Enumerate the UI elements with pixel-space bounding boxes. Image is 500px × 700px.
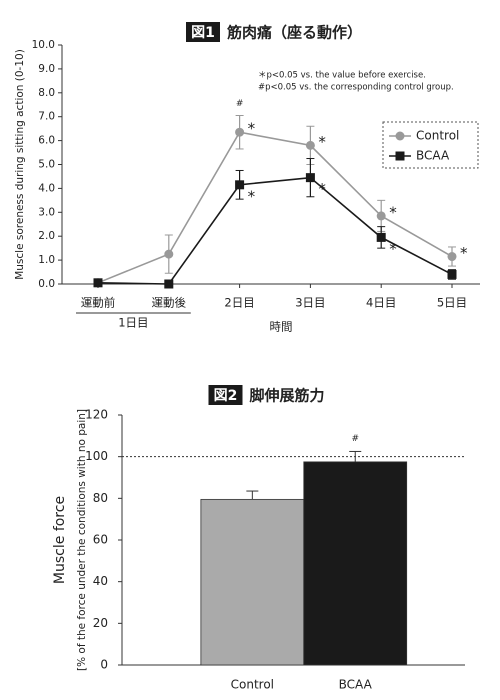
x-tick-label: 4日目 [366,296,396,310]
x-tick-label: 3日目 [295,296,325,310]
y-tick-label: 80 [93,491,108,505]
marker [447,269,457,279]
marker [447,252,457,262]
y-axis-label: Muscle force [52,496,68,584]
y-axis-sublabel: [% of the force under the conditions wit… [76,409,88,671]
x-tick-label: 運動前 [81,296,116,310]
marker [376,211,386,221]
group-mark: # [236,99,244,109]
chart-title: 筋肉痛（座る動作） [226,24,362,42]
figure-label: 図1 [191,25,215,41]
figure-label: 図2 [214,388,238,404]
group-mark: # [351,434,359,444]
y-tick-label: 10.0 [32,39,55,51]
y-tick-label: 1.0 [38,254,55,266]
marker [164,279,174,289]
marker [235,127,245,137]
y-tick-label: 0.0 [38,278,55,290]
y-tick-label: 4.0 [38,182,55,194]
significance-mark: * [248,120,256,138]
series-line [97,131,453,284]
legend-marker [395,151,405,161]
series-line [97,176,453,285]
legend-label: Control [416,129,459,143]
legend-marker [395,131,405,141]
bar [303,461,408,666]
y-tick-label: 60 [93,533,108,547]
y-tick-label: 3.0 [38,206,55,218]
x-tick-label: BCAA [339,678,373,692]
y-tick-label: 20 [93,616,108,630]
y-tick-label: 5.0 [38,159,55,171]
significance-mark: * [318,133,326,151]
chart-title: 脚伸展筋力 [250,387,325,405]
significance-mark: * [318,180,326,198]
marker [235,180,245,190]
y-tick-label: 8.0 [38,87,55,99]
significance-mark: * [248,187,256,205]
significance-mark: * [389,240,397,258]
y-tick-label: 100 [85,449,108,463]
marker [305,173,315,183]
marker [305,140,315,150]
y-axis-label: Muscle soreness during sitting action (0… [14,49,26,280]
x-axis-label: 時間 [270,320,293,334]
x-tick-label: Control [231,678,274,692]
legend-label: BCAA [416,149,450,163]
significance-mark: * [460,244,468,262]
x-group-label: 1日目 [118,316,148,330]
y-tick-label: 9.0 [38,63,55,75]
x-tick-label: 2日目 [224,296,254,310]
x-tick-label: 5日目 [437,296,467,310]
figure-label-box [186,22,220,42]
marker [164,249,174,259]
marker [376,232,386,242]
y-tick-label: 2.0 [38,230,55,242]
figure-label-box [208,385,243,405]
significance-mark: * [389,203,397,221]
y-tick-label: 6.0 [38,135,55,147]
bar [200,498,305,666]
marker [93,278,103,288]
y-tick-label: 120 [85,408,108,422]
y-tick-label: 7.0 [38,111,55,123]
y-tick-label: 40 [93,574,108,588]
annotation: #p<0.05 vs. the corresponding control gr… [258,83,454,93]
y-tick-label: 0 [100,658,108,672]
x-tick-label: 運動後 [152,296,187,310]
annotation: ＊p<0.05 vs. the value before exercise. [258,71,426,81]
